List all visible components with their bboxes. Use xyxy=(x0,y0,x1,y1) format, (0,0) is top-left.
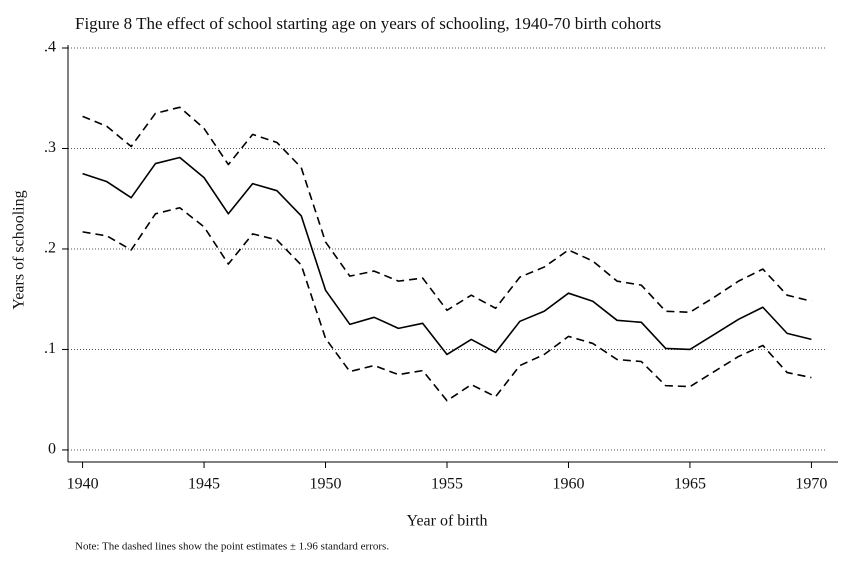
y-tick-label: 0 xyxy=(48,441,56,458)
note: Note: The dashed lines show the point es… xyxy=(75,541,389,553)
x-tick-label: 1970 xyxy=(795,476,827,493)
x-tick-label: 1950 xyxy=(310,476,342,493)
band-line xyxy=(82,206,812,402)
y-tick-label: .1 xyxy=(44,340,56,357)
x-tick-label: 1945 xyxy=(188,476,220,493)
estimate-line xyxy=(82,156,812,356)
x-tick-label: 1965 xyxy=(674,476,706,493)
y-tick-label: .2 xyxy=(44,240,56,257)
chart-title: Figure 8 The effect of school starting a… xyxy=(75,14,661,33)
x-axis-label: Year of birth xyxy=(406,513,487,530)
x-tick-label: 1955 xyxy=(431,476,463,493)
x-tick-label: 1960 xyxy=(552,476,584,493)
y-tick-label: .4 xyxy=(44,39,56,56)
y-axis-label: Years of schooling xyxy=(11,190,28,309)
x-tick-label: 1940 xyxy=(67,476,99,493)
y-tick-label: .3 xyxy=(44,139,56,156)
band-line xyxy=(82,106,812,314)
